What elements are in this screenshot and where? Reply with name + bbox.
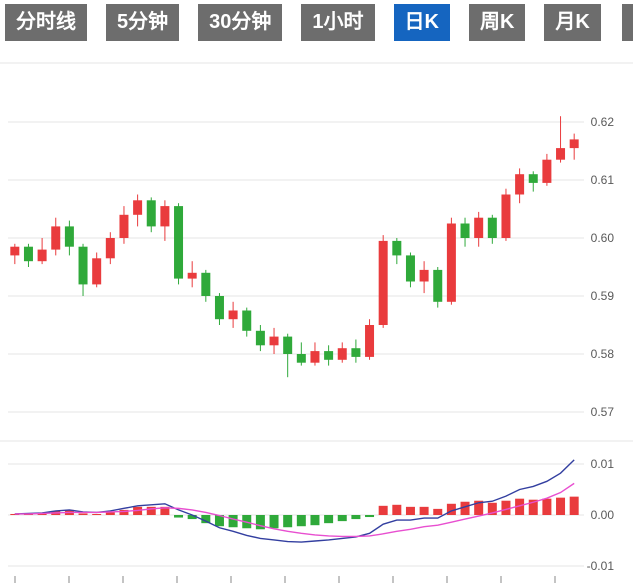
tab-30min[interactable]: 30分钟 <box>198 4 283 41</box>
tab-monthly-k[interactable]: 月K <box>544 4 601 41</box>
dea-line <box>14 482 575 538</box>
tab-1hour[interactable]: 1小时 <box>301 4 375 41</box>
axis-labels: 0.62 0.61 0.60 0.59 0.58 0.57 0.01 0.00 -0.01 <box>587 115 615 573</box>
candles-series <box>10 116 579 378</box>
price-axis-label: 0.57 <box>591 405 615 419</box>
timeframe-tabbar: 分时线 5分钟 30分钟 1小时 日K 周K 月K <box>5 4 620 41</box>
tab-5min[interactable]: 5分钟 <box>106 4 180 41</box>
price-axis-label: 0.59 <box>591 289 615 303</box>
macd-axis-label: 0.00 <box>591 508 615 522</box>
tab-weekly-k[interactable]: 周K <box>468 4 526 41</box>
dif-line <box>14 459 575 543</box>
gridlines <box>0 62 633 567</box>
macd-axis-label: -0.01 <box>587 559 615 573</box>
price-axis-label: 0.60 <box>591 231 615 245</box>
macd-lines <box>14 459 575 543</box>
macd-axis-label: 0.01 <box>591 457 615 471</box>
price-axis-label: 0.62 <box>591 115 615 129</box>
price-axis-label: 0.58 <box>591 347 615 361</box>
price-axis-label: 0.61 <box>591 173 615 187</box>
tab-partial[interactable] <box>622 4 633 41</box>
x-axis-ticks <box>14 576 556 583</box>
tab-time-line[interactable]: 分时线 <box>5 4 87 41</box>
tab-daily-k[interactable]: 日K <box>393 4 450 41</box>
